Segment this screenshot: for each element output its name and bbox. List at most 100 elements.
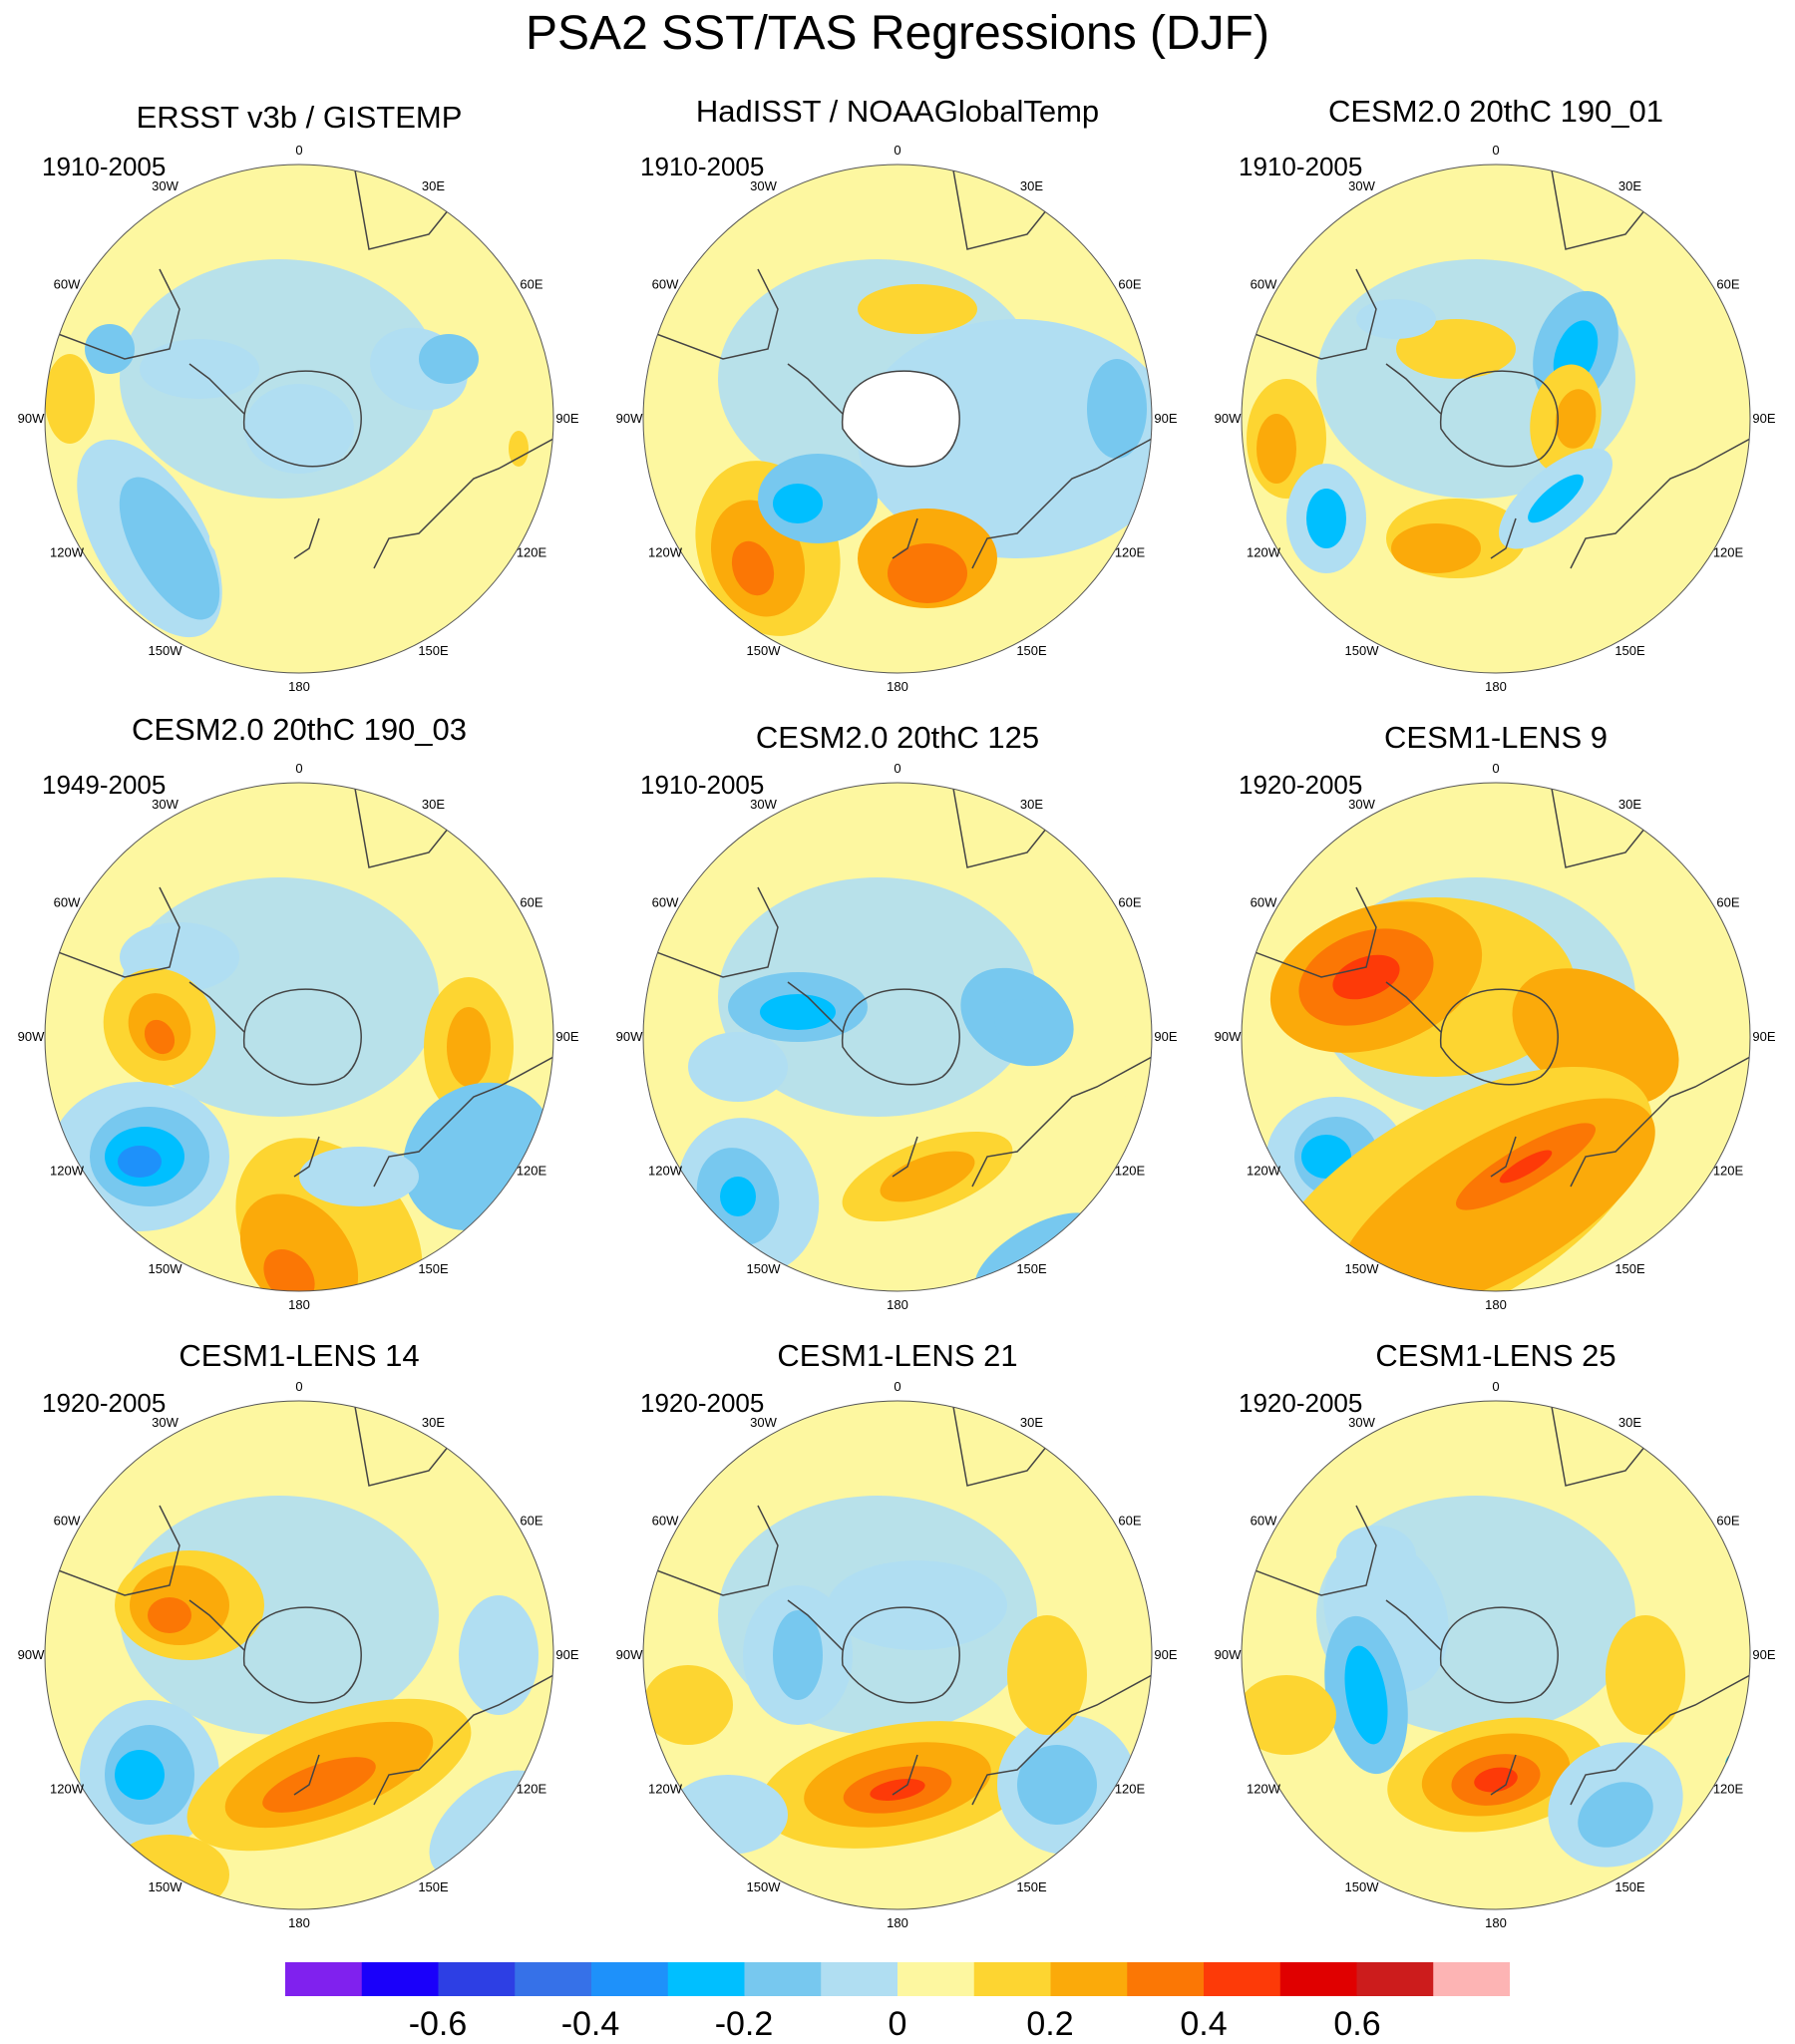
map-boundary [1241,782,1751,1292]
antarctica-outline [243,988,362,1086]
anomaly-region [85,324,135,374]
new-zealand-outline [892,1136,918,1178]
polar-map: 0 30E 60E 90E 120E 150E 180 150W 120W 90W 60W 30W [18,1379,579,1930]
longitude-label: 90W [1215,411,1242,426]
colorbar-swatch [898,1962,975,1996]
south-america-outline [1242,268,1377,360]
longitude-label: 90W [18,1647,45,1662]
anomaly-region [144,1019,176,1055]
longitude-label: 90E [1752,411,1775,426]
australia-outline [1570,438,1750,569]
anomaly-region [760,994,836,1030]
peninsula-outline [1385,981,1442,1033]
longitude-label: 150E [1615,1261,1645,1276]
anomaly-region [994,999,1060,1055]
longitude-label: 150E [1615,643,1645,658]
longitude-label: 120E [517,1782,547,1797]
new-zealand-outline [892,1754,918,1796]
colorbar-tick-label: 0 [888,2005,907,2043]
anomaly-region [1391,523,1481,573]
map-boundary [44,782,554,1292]
longitude-label: 120W [1247,1782,1281,1797]
anomaly-region [1332,954,1400,1000]
map-panel-8: CESM1-LENS 21 1920-2005 0 30E 60E 90E 120E 15… [598,1326,1197,1964]
antarctica-outline [842,988,960,1086]
longitude-label: 60W [652,1514,679,1529]
colorbar-tick-label: 0.6 [1333,2005,1381,2043]
longitude-label: 180 [1485,1297,1507,1312]
longitude-label: 60W [54,895,81,910]
longitude-label: 60W [652,895,679,910]
longitude-label: 0 [894,761,900,776]
longitude-label: 30W [1348,797,1375,812]
longitude-label: 120E [1115,545,1146,560]
anomaly-region [1725,1745,1750,1785]
longitude-label: 60E [1716,1514,1739,1529]
longitude-label: 30W [1348,1415,1375,1430]
map-panel-2: HadISST / NOAAGlobalTemp 1910-2005 0 30E 6… [598,90,1197,728]
polar-map: 0 30E 60E 90E 120E 150E 180 150W 120W 90W 60W 30W [18,143,579,694]
map-boundary [1241,1400,1751,1910]
longitude-label: 120W [1247,1164,1281,1179]
africa-outline [1550,783,1646,868]
anomaly-region [773,484,823,523]
longitude-label: 120W [648,1782,683,1797]
longitude-label: 180 [288,679,310,694]
panel-period: 1920-2005 [1239,770,1363,800]
colorbar-swatch [1050,1962,1128,1996]
longitude-label: 90W [616,1029,643,1044]
anomaly-region [828,1560,1007,1650]
longitude-label: 120W [50,1164,85,1179]
anomaly-region [1396,319,1516,379]
antarctica-outline [1440,988,1559,1086]
anomaly-region [880,1151,975,1202]
africa-outline [951,783,1048,868]
longitude-label: 150W [747,643,782,658]
longitude-label: 30W [152,178,179,193]
south-america-outline [643,886,779,978]
panel-period: 1910-2005 [1239,152,1363,181]
anomaly-region [731,540,775,596]
australia-outline [373,1674,553,1806]
anomaly-region [1528,474,1584,523]
colorbar-swatch [1204,1962,1281,1996]
colorbar-swatch [515,1962,592,1996]
new-zealand-outline [892,517,918,559]
south-america-outline [45,1505,180,1596]
longitude-label: 180 [1485,679,1507,694]
map-panel-6: CESM1-LENS 9 1920-2005 0 30E 60E 90E 120E 150… [1197,708,1795,1346]
anomaly-region [263,1249,315,1291]
colorbar-tick-label: 0.2 [1026,2005,1074,2043]
colorbar-swatch [361,1962,439,1996]
map-boundary [642,782,1153,1292]
anomaly-region [1606,1615,1685,1735]
longitude-label: 30E [422,178,445,193]
antarctica-outline [842,1606,960,1704]
longitude-label: 60W [652,277,679,292]
longitude-label: 150W [747,1261,782,1276]
africa-outline [353,165,450,250]
longitude-label: 150W [149,1261,183,1276]
peninsula-outline [188,1599,245,1651]
longitude-label: 60E [1716,895,1739,910]
longitude-label: 90W [616,411,643,426]
longitude-label: 90W [1215,1647,1242,1662]
longitude-label: 120W [50,1782,85,1797]
longitude-label: 60W [54,277,81,292]
south-america-outline [45,886,180,978]
contour-field [45,783,553,1291]
peninsula-outline [787,981,844,1033]
longitude-label: 90W [18,1029,45,1044]
australia-outline [971,1056,1152,1188]
contour-field [45,1401,553,1909]
longitude-label: 150E [418,1879,449,1894]
polar-map: 0 30E 60E 90E 120E 150E 180 150W 120W 90W 60W 30W [1215,1379,1776,1930]
longitude-label: 60W [1251,1514,1277,1529]
colorbar-tick-label: -0.4 [560,2005,620,2043]
map-panel-5: CESM2.0 20thC 125 1910-2005 0 30E 60E 90E 12… [598,708,1197,1346]
longitude-label: 150E [1016,1879,1047,1894]
colorbar-tick-label: 0.4 [1180,2005,1228,2043]
anomaly-region [118,1146,162,1178]
map-panel-7: CESM1-LENS 14 1920-2005 0 30E 60E 90E 120E 15… [0,1326,598,1964]
colorbar-swatch [821,1962,898,1996]
